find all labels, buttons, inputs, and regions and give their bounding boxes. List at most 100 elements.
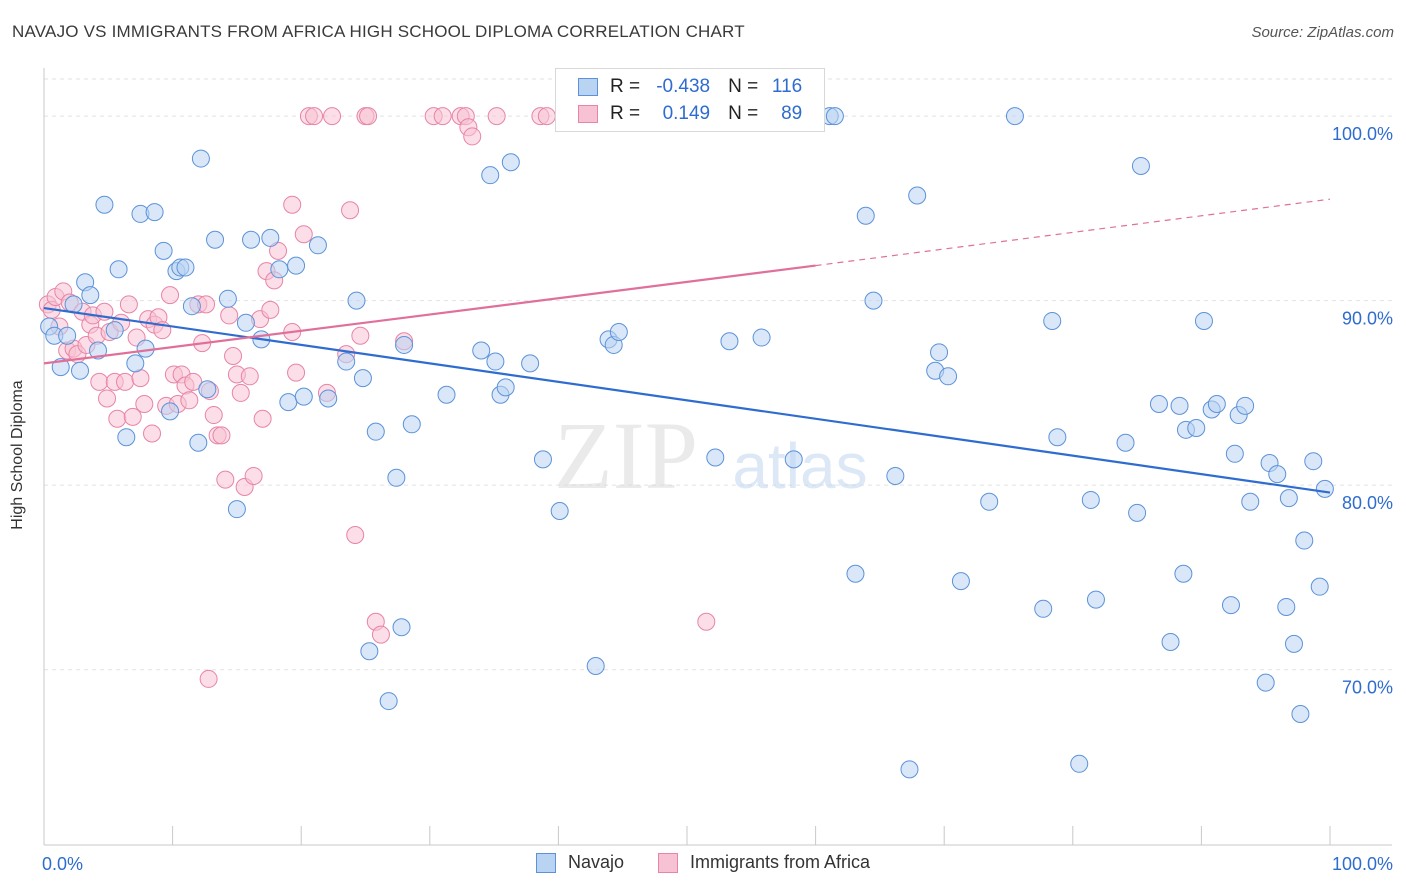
africa-point [119,295,138,314]
africa-point [199,669,218,688]
bottom-legend-africa[interactable]: Immigrants from Africa [657,852,871,873]
navajo-point [109,260,128,279]
legend-n-label: N = [728,76,759,97]
navajo-point [395,335,414,354]
navajo-point [550,502,569,521]
bottom-legend: Navajo Immigrants from Africa [0,852,1406,873]
africa-point [351,326,370,345]
navajo-point [1048,428,1067,447]
chart-title: NAVAJO VS IMMIGRANTS FROM AFRICA HIGH SC… [12,22,745,41]
navajo-point [176,258,195,277]
legend-swatch-navajo [578,78,598,96]
africa-point [359,107,378,126]
navajo-point [481,166,500,185]
legend-r-value: 0.149 [662,103,711,124]
navajo-point [609,323,628,342]
africa-trend-extension [815,198,1331,267]
trend-layer [43,198,1331,494]
navajo-point [825,107,844,126]
africa-point [283,195,302,214]
navajo-point [1043,311,1062,330]
tick-label-layer: 70.0% 80.0% 90.0% 100.0% 0.0% 100.0% [42,124,1393,874]
navajo-point [496,378,515,397]
navajo-point [279,393,298,412]
africa-point [180,391,199,410]
navajo-point [353,369,372,388]
navajo-point [136,339,155,358]
navajo-point [360,642,379,661]
y-tick-label: 100.0% [1332,124,1393,144]
navajo-point [64,295,83,314]
watermark: ZIP atlas [554,402,868,509]
navajo-point [1277,597,1296,616]
africa-point [108,409,127,428]
navajo-point [1170,396,1189,415]
navajo-point [1221,596,1240,615]
navajo-point [402,415,421,434]
navajo-point [126,354,145,373]
navajo-point [856,206,875,225]
africa-point [116,372,135,391]
navajo-point [1256,673,1275,692]
africa-point [204,406,223,425]
navajo-point [846,564,865,583]
navajo-point [1174,564,1193,583]
navajo-point [886,466,905,485]
africa-point [161,286,180,305]
navajo-point [182,297,201,316]
bottom-legend-label-africa: Immigrants from Africa [689,852,871,872]
legend-r-label: R = [610,103,641,124]
africa-point [287,363,306,382]
navajo-point [89,341,108,360]
navajo-point [58,326,77,345]
navajo-point [161,402,180,421]
navajo-point [900,760,919,779]
navajo-point [784,450,803,469]
navajo-point [472,341,491,360]
watermark-atlas: atlas [732,430,867,502]
africa-point [341,201,360,220]
navajo-point [586,657,605,676]
navajo-point [1070,754,1089,773]
africa-point [220,306,239,325]
navajo-point [720,332,739,351]
africa-point [240,367,259,386]
africa-point [323,107,342,126]
navajo-point [1236,396,1255,415]
navajo-point [347,291,366,310]
navajo-point [930,343,949,362]
bottom-legend-label-navajo: Navajo [567,852,624,872]
africa-point [433,107,452,126]
navajo-point [379,692,398,711]
navajo-point [117,428,136,447]
watermark-zip: ZIP [554,402,698,509]
navajo-point [392,618,411,637]
navajo-point [387,468,406,487]
africa-point [346,526,365,544]
navajo-point [1207,394,1226,413]
navajo-point [294,387,313,406]
legend-r-label: R = [610,76,641,97]
navajo-point [1086,590,1105,609]
africa-point [697,612,716,631]
navajo-point [1194,311,1213,330]
navajo-point [521,354,540,373]
correlation-legend: R = -0.438 N = 116 R = 0.149 N = 89 [555,68,825,132]
navajo-point [533,450,552,469]
navajo-point [366,422,385,441]
africa-point [253,409,272,428]
navajo-point [145,203,164,222]
navajo-point [206,230,225,249]
navajo-point [1315,479,1334,498]
navajo-point [1284,634,1303,653]
bottom-legend-navajo[interactable]: Navajo [535,852,624,873]
navajo-point [227,500,246,519]
navajo-point [908,186,927,205]
navajo-point [71,361,90,380]
navajo-point [1310,577,1329,596]
axis-layer [43,68,1392,846]
navajo-point [501,153,520,172]
navajo-point [1304,452,1323,471]
legend-swatch-africa [578,105,598,123]
